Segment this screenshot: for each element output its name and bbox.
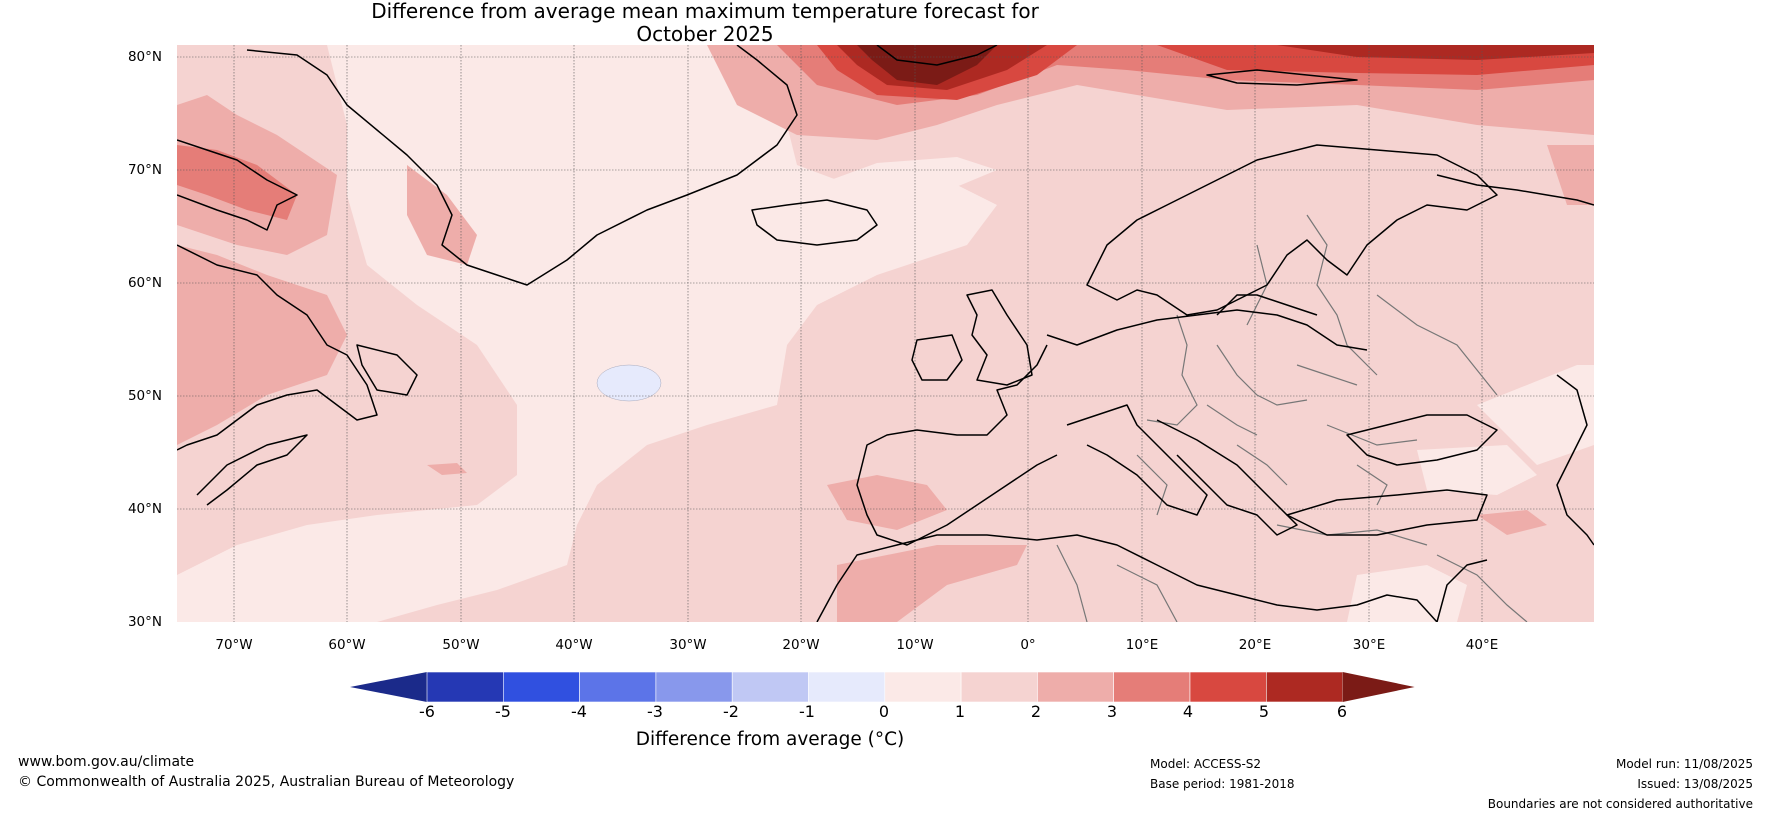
colorbar-cell-b_m4_m3: [579, 672, 657, 702]
coast-great-britain: [966, 289, 1033, 386]
coast-labrador: [177, 244, 378, 451]
colorbar-cell-b_4_5: [1189, 672, 1267, 702]
lat-label-50n: 50°N: [127, 388, 162, 404]
colorbar-cell-b_m5_m4: [503, 672, 580, 702]
footer-base-period: Base period: 1981-2018: [1150, 777, 1295, 791]
coast-levant: [1436, 559, 1488, 622]
coast-greenland: [246, 45, 798, 286]
colorbar-extend-high: [1342, 672, 1415, 702]
map-title: Difference from average mean maximum tem…: [0, 0, 1410, 46]
colorbar-tick-m3: -3: [647, 702, 663, 721]
colorbar-tick-m2: -2: [723, 702, 739, 721]
title-line-2: October 2025: [636, 22, 774, 46]
lat-label-70n: 70°N: [127, 162, 162, 178]
lat-label-40n: 40°N: [127, 501, 162, 517]
lat-label-60n: 60°N: [127, 275, 162, 291]
footer-model: Model: ACCESS-S2: [1150, 757, 1262, 771]
lon-label-40e: 40°E: [1465, 637, 1499, 653]
anomaly-band-0-1-ne: [1477, 365, 1594, 465]
anomaly-band-0-1-levant: [1347, 565, 1467, 622]
lon-label-20w: 20°W: [782, 637, 820, 653]
coast-scandinavia: [1086, 144, 1498, 316]
coast-nova-scotia: [196, 434, 308, 506]
colorbar-cell-b_m3_m2: [655, 672, 733, 702]
colorbar-tick-0: 0: [878, 702, 890, 721]
coast-svalbard: [876, 45, 998, 66]
colorbar: [350, 672, 1415, 702]
colorbar-extend-low: [350, 672, 427, 702]
colorbar-cell-b_2_3: [1037, 672, 1115, 702]
colorbar-tick-m4: -4: [571, 702, 587, 721]
coast-europe: [1046, 309, 1368, 351]
anomaly-band-2-3-turkey: [1477, 510, 1547, 535]
anomaly-band-2-3-caspian: [1547, 145, 1594, 205]
anomaly-band-0-1-north: [817, 157, 997, 203]
colorbar-tick-3: 3: [1106, 702, 1118, 721]
lat-label-80n: 80°N: [127, 49, 162, 65]
colorbar-tick-1: 1: [954, 702, 966, 721]
coast-iceland: [751, 199, 878, 246]
colorbar-tick-2: 2: [1030, 702, 1042, 721]
coast-novaya-zemlya: [1206, 69, 1358, 86]
anomaly-band-3-4-baffin: [177, 145, 297, 220]
colorbar-tick-5: 5: [1258, 702, 1270, 721]
coast-baffin: [177, 139, 298, 231]
coast-caspian: [1556, 374, 1594, 546]
anomaly-band-2-3-spot: [427, 463, 467, 475]
anomaly-band-2-3-greenland: [407, 165, 477, 265]
title-line-1: Difference from average mean maximum tem…: [371, 0, 1039, 23]
coast-france-iberia: [856, 344, 1058, 546]
footer-copyright: © Commonwealth of Australia 2025, Austra…: [18, 774, 515, 790]
colorbar-cell-b_3_4: [1113, 672, 1191, 702]
coast-italy: [1066, 404, 1208, 516]
coast-newfoundland: [356, 344, 418, 396]
coast-baltic: [1216, 294, 1318, 316]
colorbar-cell-b_1_2: [960, 672, 1038, 702]
colorbar-cell-b_0_1: [884, 672, 962, 702]
coast-turkey: [1286, 489, 1488, 536]
lon-label-30e: 30°E: [1352, 637, 1386, 653]
anomaly-band-m1-0: [596, 364, 662, 402]
lon-label-0: 0°: [1020, 637, 1036, 653]
colorbar-label: Difference from average (°C): [635, 729, 905, 750]
coast-black-sea: [1346, 414, 1498, 466]
colorbar-tick-6: 6: [1336, 702, 1348, 721]
coast-north-africa: [816, 534, 1438, 622]
anomaly-band-2-3-labrador: [177, 245, 347, 445]
forecast-map: [177, 45, 1594, 622]
lon-label-70w: 70°W: [215, 637, 253, 653]
footer-disclaimer: Boundaries are not considered authoritat…: [1487, 797, 1753, 811]
colorbar-cell-b_m2_m1: [731, 672, 809, 702]
anomaly-band-2-3-nafrica: [837, 545, 1027, 622]
colorbar-tick-m1: -1: [799, 702, 815, 721]
lon-label-60w: 60°W: [328, 637, 366, 653]
coast-arctic-russia: [1436, 174, 1594, 206]
anomaly-band-5-6-barents: [1277, 45, 1594, 60]
lon-label-10w: 10°W: [896, 637, 934, 653]
anomaly-band-0-1-atlantic: [177, 45, 997, 622]
colorbar-tick-m6: -6: [419, 702, 435, 721]
footer-website: www.bom.gov.au/climate: [18, 754, 195, 770]
lat-label-30n: 30°N: [127, 614, 162, 630]
colorbar-tick-m5: -5: [495, 702, 511, 721]
colorbar-tick-4: 4: [1182, 702, 1194, 721]
lon-label-20e: 20°E: [1238, 637, 1272, 653]
graticule: [177, 45, 1594, 622]
colorbar-cell-b_m1_0: [808, 672, 886, 702]
colorbar-cell-b_m6_m5: [426, 672, 504, 702]
coastlines: [177, 45, 1594, 622]
lon-label-40w: 40°W: [555, 637, 593, 653]
lon-label-30w: 30°W: [669, 637, 707, 653]
footer-issued: Issued: 13/08/2025: [1637, 777, 1753, 791]
anomaly-band-above-6: [857, 45, 997, 85]
lon-label-10e: 10°E: [1125, 637, 1159, 653]
map-canvas: [177, 45, 1594, 622]
coast-ireland: [911, 334, 963, 381]
footer-model-run: Model run: 11/08/2025: [1615, 757, 1753, 771]
colorbar-cell-b_5_6: [1265, 672, 1343, 702]
coast-balkans: [1156, 419, 1298, 536]
lon-label-50w: 50°W: [442, 637, 480, 653]
anomaly-band-2-3-iberia: [827, 475, 947, 530]
